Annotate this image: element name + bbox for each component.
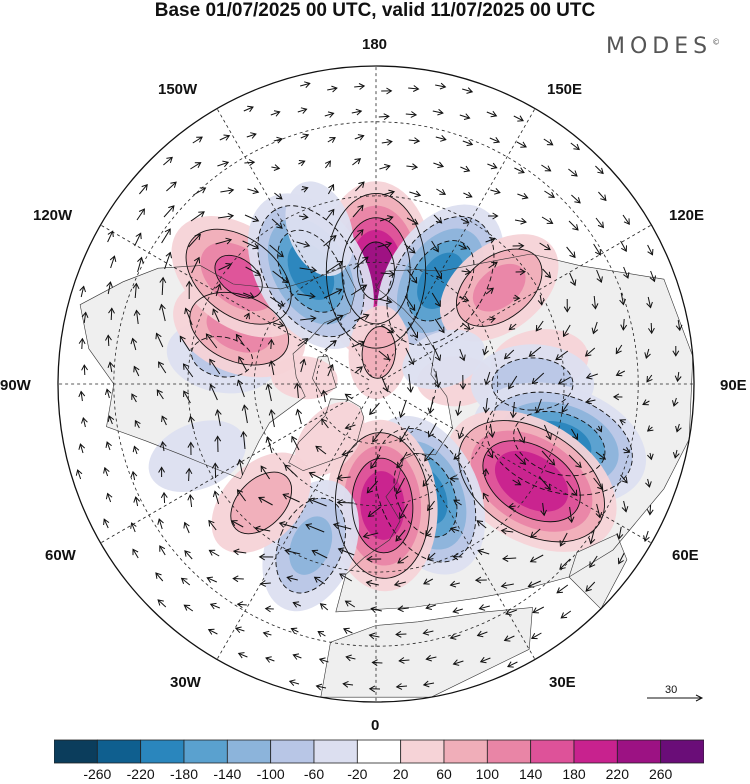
colorbar-tick-label: -60	[304, 766, 324, 782]
colorbar-swatch	[617, 740, 660, 763]
colorbar-tick-label: 140	[519, 766, 542, 782]
colorbar-swatch	[574, 740, 617, 763]
colorbar-tick-label: 100	[476, 766, 499, 782]
colorbar-tick-label: 180	[562, 766, 585, 782]
colorbar-tick-label: -100	[257, 766, 285, 782]
lon-label-150w: 150W	[158, 81, 197, 98]
lon-label-60w: 60W	[45, 547, 76, 564]
colorbar-swatch	[661, 740, 704, 763]
lon-label-30w: 30W	[170, 674, 201, 691]
colorbar-swatch	[97, 740, 140, 763]
colorbar-swatch	[487, 740, 530, 763]
colorbar-ticks: -260 -220 -180 -140 -100 -60 -20 20 60 100 140 180 2…	[0, 766, 750, 784]
colorbar-tick-label: 20	[393, 766, 409, 782]
lon-label-180: 180	[362, 36, 387, 53]
colorbar-tick-label: -20	[347, 766, 367, 782]
colorbar-swatch	[184, 740, 227, 763]
colorbar-tick-label: 60	[436, 766, 452, 782]
colorbar	[54, 739, 704, 765]
lon-label-0: 0	[371, 717, 379, 734]
colorbar-tick-label: 220	[606, 766, 629, 782]
colorbar-swatch	[271, 740, 314, 763]
colorbar-tick-label: -140	[213, 766, 241, 782]
lon-label-120e: 120E	[669, 207, 704, 224]
wind-vector	[189, 469, 190, 481]
colorbar-swatch	[54, 740, 97, 763]
colorbar-swatch	[531, 740, 574, 763]
colorbar-swatch	[444, 740, 487, 763]
colorbar-tick-label: -180	[170, 766, 198, 782]
lon-label-120w: 120W	[33, 207, 72, 224]
lon-label-90e: 90E	[720, 377, 747, 394]
lon-label-150e: 150E	[547, 81, 582, 98]
wind-vector	[396, 634, 406, 635]
colorbar-tick-label: 260	[649, 766, 672, 782]
colorbar-swatch	[314, 740, 357, 763]
lon-label-90w: 90W	[0, 377, 31, 394]
colorbar-tick-label: -220	[127, 766, 155, 782]
colorbar-tick-label: -260	[83, 766, 111, 782]
wind-vector	[338, 502, 354, 503]
wind-vector	[651, 323, 652, 333]
lon-label-60e: 60E	[672, 547, 699, 564]
colorbar-swatch	[357, 740, 400, 763]
colorbar-swatch	[141, 740, 184, 763]
colorbar-swatch	[401, 740, 444, 763]
lon-label-30e: 30E	[549, 674, 576, 691]
wind-vector	[233, 579, 244, 580]
wind-vector	[111, 308, 112, 320]
reference-vector-arrow	[646, 690, 706, 706]
colorbar-swatch	[227, 740, 270, 763]
polar-anomaly-map	[0, 0, 750, 730]
